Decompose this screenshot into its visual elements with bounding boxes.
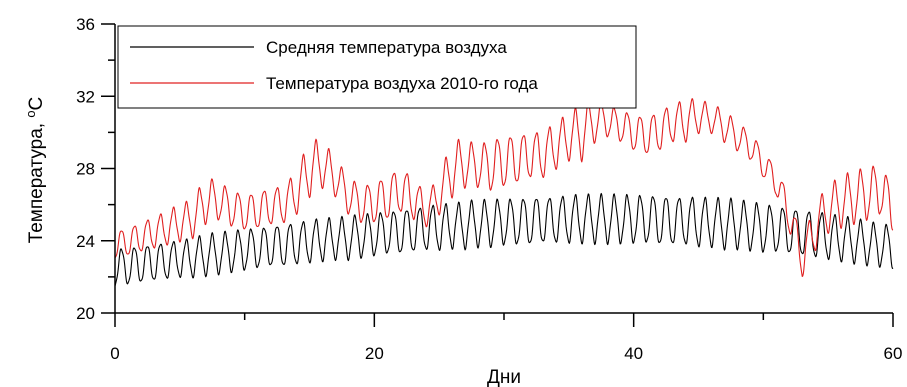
- y-axis-title-text: Температура,: [26, 118, 47, 244]
- y-tick-labels: 20 24 28 32 36: [76, 15, 95, 323]
- axis-ticks: [101, 23, 894, 327]
- x-tick-label: 40: [624, 344, 643, 363]
- y-tick-label: 24: [76, 232, 95, 251]
- series-average-temperature-line: [114, 192, 894, 287]
- series-lines: [114, 98, 894, 287]
- x-tick-label: 20: [365, 344, 384, 363]
- legend-label-average: Средняя температура воздуха: [266, 38, 507, 57]
- x-axis-title: Дни: [487, 367, 521, 387]
- y-axis-title: Температура, oC: [23, 97, 47, 244]
- y-tick-label: 36: [76, 15, 95, 34]
- legend-label-2010: Температура воздуха 2010-го года: [266, 74, 538, 93]
- y-axis-unit-sup: o: [23, 110, 38, 117]
- series-2010-temperature-line: [114, 98, 894, 278]
- y-axis-unit: C: [26, 97, 47, 111]
- legend-box: [117, 25, 637, 109]
- y-tick-label: 32: [76, 87, 95, 106]
- y-tick-label: 20: [76, 304, 95, 323]
- x-tick-labels: 0 20 40 60: [110, 344, 902, 363]
- x-tick-label: 0: [110, 344, 119, 363]
- legend: Средняя температура воздуха Температура …: [117, 25, 637, 109]
- x-tick-label: 60: [884, 344, 903, 363]
- y-tick-label: 28: [76, 160, 95, 179]
